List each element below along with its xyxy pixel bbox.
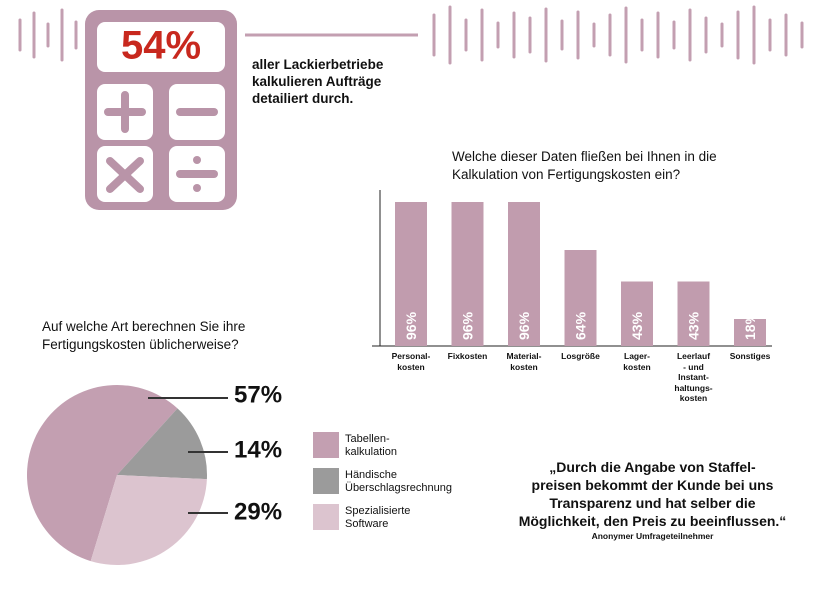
bar-value-label: 43% [686, 311, 702, 340]
bar [734, 319, 766, 346]
calculator-symbols [104, 91, 218, 193]
bar-value-label: 43% [629, 311, 645, 340]
bar [677, 281, 710, 346]
quote-author: Anonymer Umfrageteilnehmer [591, 531, 714, 541]
pie-slice [90, 475, 207, 565]
bar-value-label: 18% [742, 311, 758, 340]
x-tick-label: Material- kosten [506, 351, 542, 372]
x-tick-label: Fixkosten [447, 351, 488, 361]
x-tick-label: Lager- kosten [623, 351, 651, 372]
stat-value: 54% [121, 24, 201, 68]
legend-label: Spezialisierte Software [345, 505, 411, 530]
pie-value-label: 57% [234, 381, 282, 408]
bar-value-label: 64% [573, 311, 589, 340]
bar-value-label: 96% [460, 311, 476, 340]
bar [451, 202, 484, 346]
bar [564, 250, 597, 346]
bar-title: Welche dieser Daten fließen bei Ihnen in… [452, 149, 717, 182]
calculator-display [97, 22, 225, 72]
divide-dots [193, 156, 201, 192]
bar [621, 281, 653, 346]
bar [508, 202, 540, 346]
x-tick-label: Personal- kosten [391, 351, 431, 372]
pie-slice [117, 408, 207, 480]
pie-title: Auf welche Art berechnen Sie ihre Fertig… [42, 319, 246, 352]
legend-label: Händische Überschlagsrechnung [345, 469, 453, 494]
stat-text: aller Lackierbetriebe kalkulieren Aufträ… [252, 57, 384, 106]
legend-swatch [313, 468, 339, 494]
x-tick-label: Leerlauf - und Instant- haltungs- kosten [674, 351, 713, 403]
x-tick-label: Sonstiges [729, 351, 771, 361]
legend-swatch [313, 432, 339, 458]
pie-value-label: 14% [234, 436, 282, 463]
legend-swatch [313, 504, 339, 530]
bar-value-label: 96% [403, 311, 419, 340]
x-tick-label: Losgröße [561, 351, 600, 361]
pie-value-label: 29% [234, 498, 282, 525]
bar-value-label: 96% [516, 311, 532, 340]
pie-slice [27, 385, 178, 562]
bar [395, 202, 427, 346]
quote: „Durch die Angabe von Staffel- preisen b… [518, 459, 787, 529]
legend-label: Tabellen- kalkulation [345, 433, 397, 458]
